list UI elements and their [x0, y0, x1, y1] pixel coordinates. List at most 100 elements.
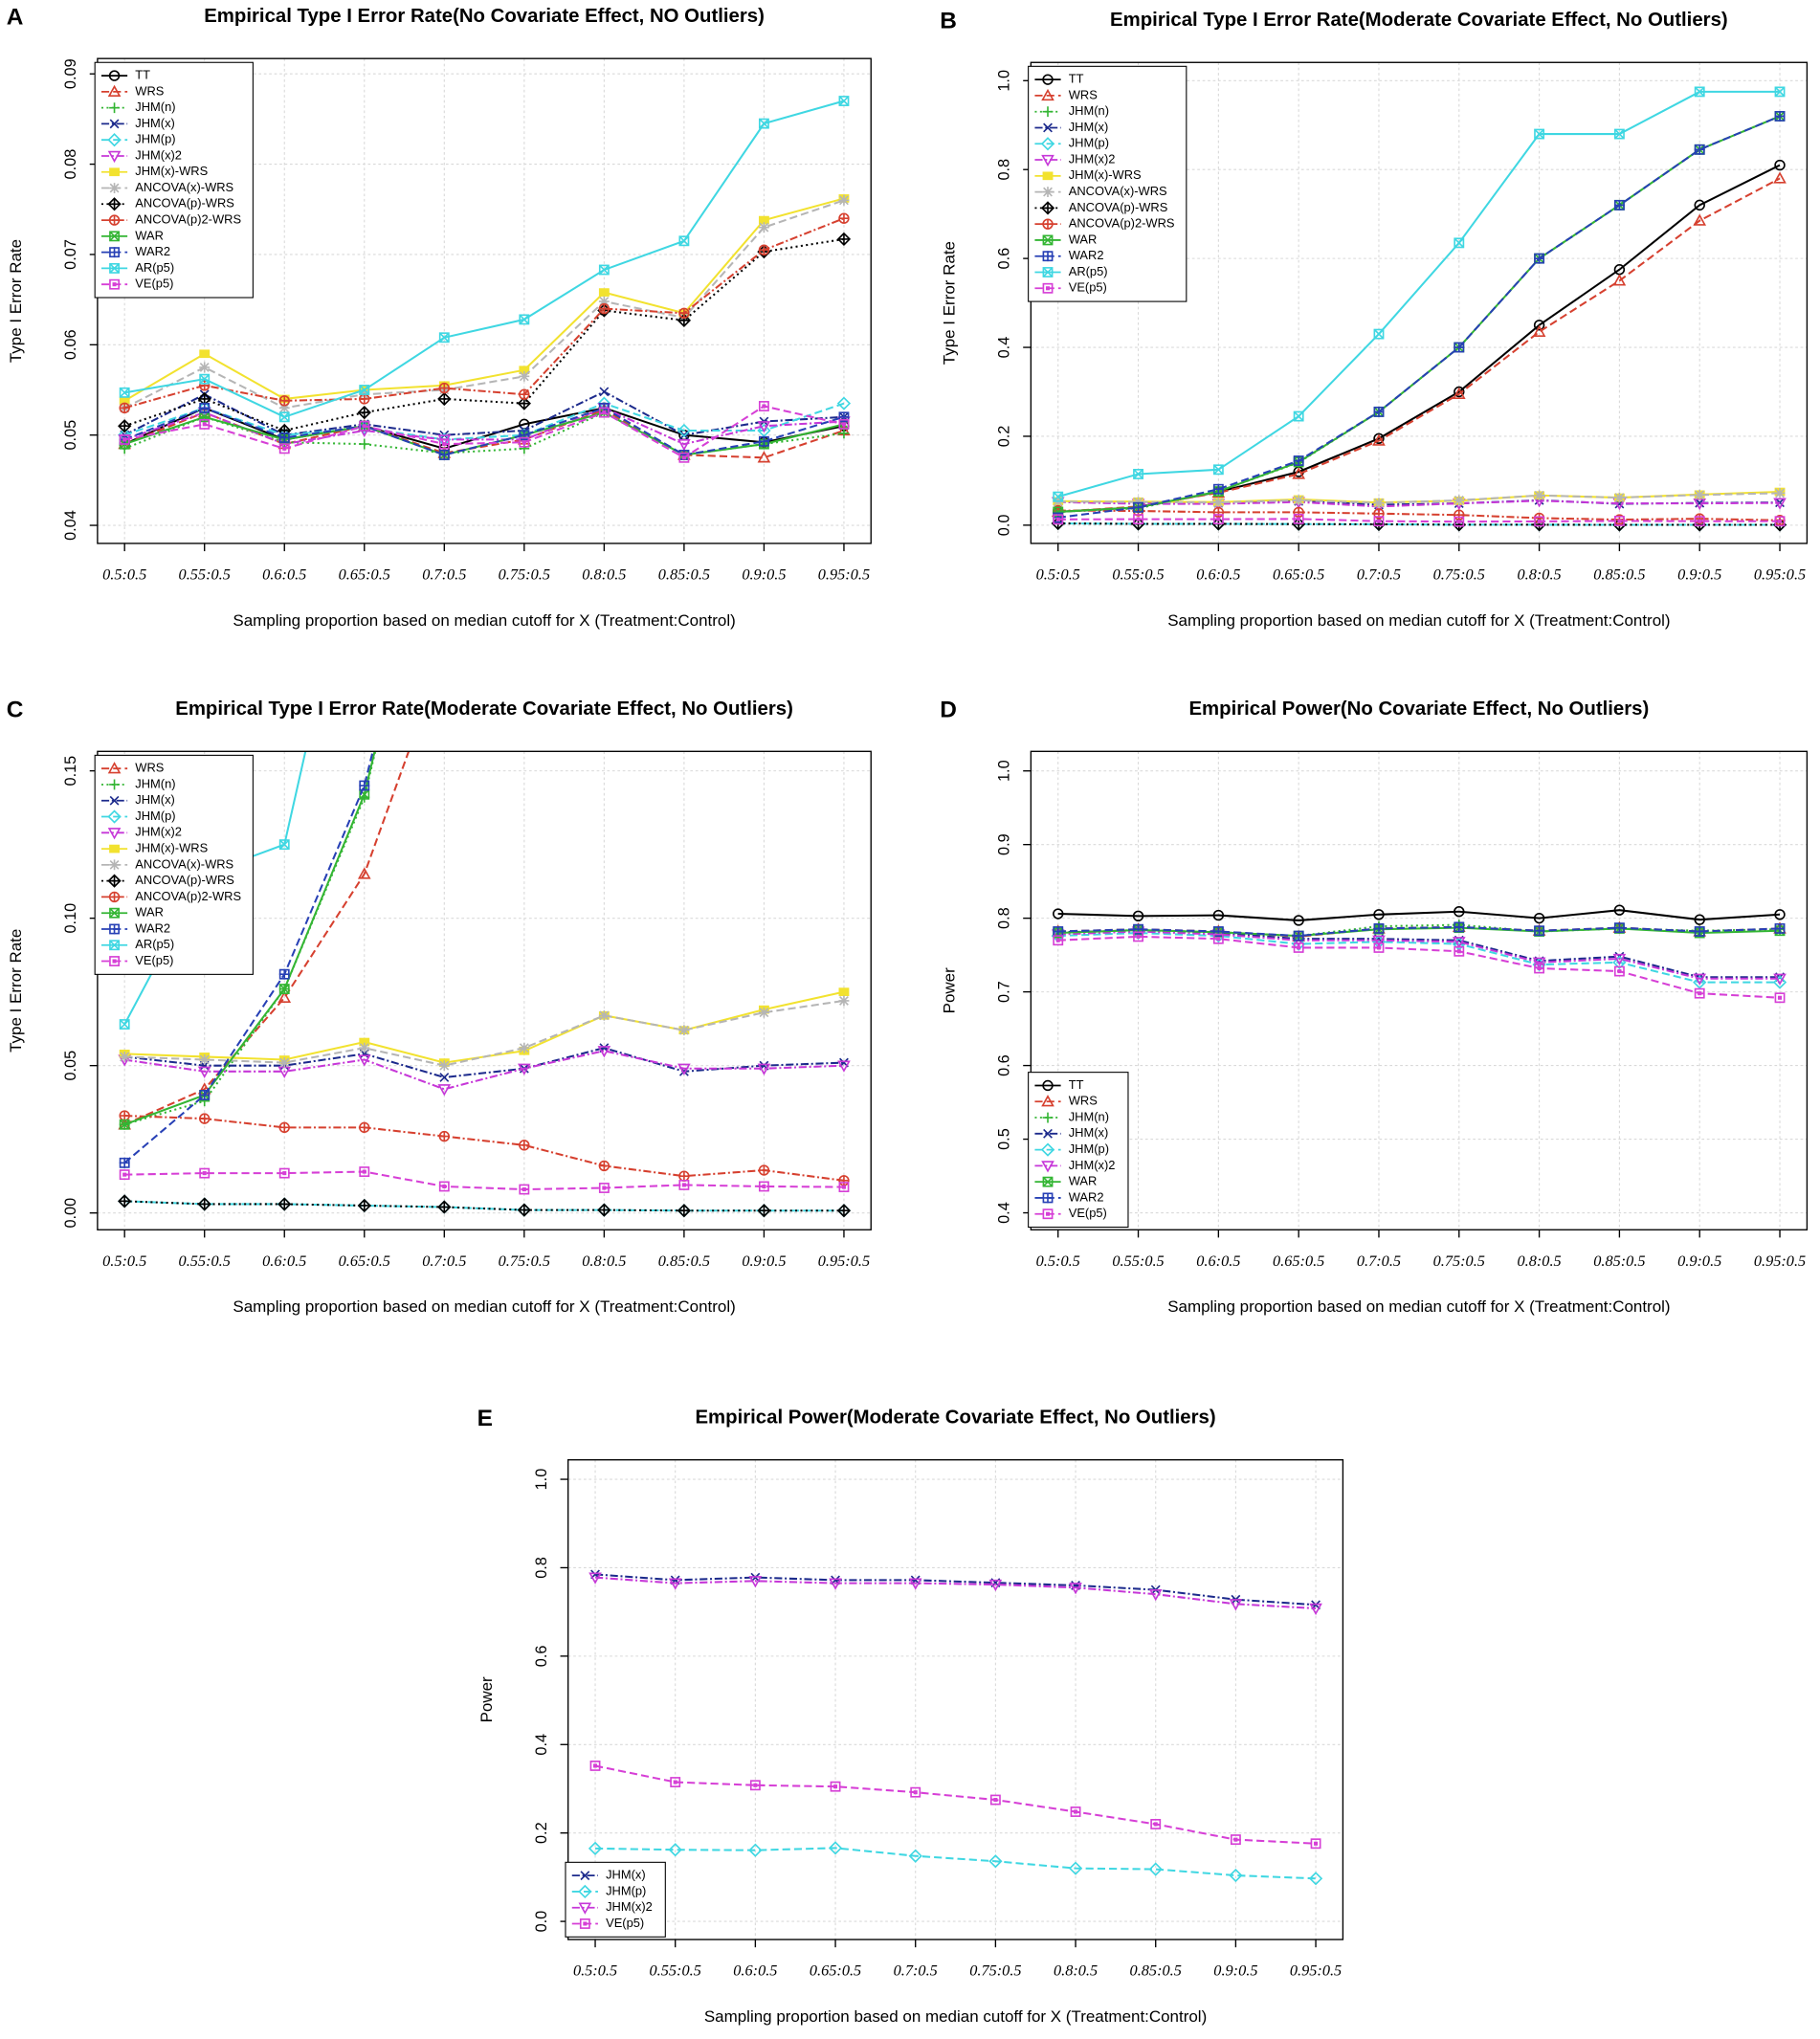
legend-label: WAR [1069, 232, 1098, 246]
point [520, 30, 528, 38]
point [1452, 387, 1466, 399]
marker-part [588, 1572, 602, 1585]
legend-label: JHM(p) [1069, 136, 1109, 150]
marker-part [278, 1167, 290, 1179]
point [1612, 274, 1627, 286]
point [359, 1166, 370, 1177]
legend-label: JHM(x)2 [606, 1899, 653, 1914]
marker-part [1041, 1161, 1054, 1173]
plot-area [1051, 904, 1787, 1004]
point [758, 435, 769, 447]
point [1534, 925, 1545, 937]
x-tick-label: 0.85:0.5 [658, 565, 710, 584]
series-line [594, 1573, 1317, 1607]
legend-label: WRS [1069, 87, 1098, 101]
legend-marker [1042, 267, 1054, 277]
x-axis-label: Sampling proportion based on median cuto… [1167, 611, 1670, 630]
marker-part [1293, 930, 1304, 942]
point [1454, 386, 1465, 398]
x-tick-label: 0.95:0.5 [1290, 1961, 1342, 1980]
marker-part [677, 438, 691, 452]
marker-part [1613, 904, 1626, 916]
point [1293, 915, 1304, 926]
x-tick-label: 0.6:0.5 [262, 1252, 306, 1270]
marker-part [109, 247, 120, 258]
y-axis-label: Type I Error Rate [7, 929, 25, 1053]
marker-part [438, 332, 450, 344]
point [908, 1849, 922, 1863]
marker-part [748, 1843, 763, 1857]
marker-part [993, 1797, 998, 1803]
point [119, 396, 130, 406]
marker-part [681, 455, 686, 460]
marker-part [359, 1037, 370, 1047]
marker-part [1212, 933, 1224, 944]
legend-label: JHM(x)2 [1069, 1158, 1116, 1172]
marker-part [109, 908, 120, 919]
marker-part [838, 1175, 850, 1186]
point [1694, 926, 1705, 937]
point [758, 1181, 769, 1192]
marker-part [1292, 467, 1305, 479]
marker-part [1693, 973, 1707, 986]
x-tick-label: 0.8:0.5 [1518, 565, 1562, 584]
point [199, 1054, 211, 1065]
point [1613, 128, 1625, 140]
marker-part [759, 119, 769, 129]
marker-part [1774, 992, 1786, 1004]
point [519, 436, 530, 448]
point [438, 438, 450, 450]
x-tick-label: 0.5:0.5 [1036, 565, 1080, 584]
marker-part [1043, 122, 1053, 133]
point [1694, 516, 1705, 527]
y-tick-label: 0.2 [995, 426, 1012, 448]
marker-part [438, 1131, 450, 1142]
plot-area [1051, 86, 1787, 532]
marker-part [598, 1160, 610, 1171]
y-tick-label: 0.4 [995, 337, 1012, 359]
chart-title: Empirical Power(Moderate Covariate Effec… [695, 1407, 1215, 1429]
marker-part [278, 395, 290, 407]
marker-part [1042, 1079, 1054, 1092]
marker-part [839, 995, 849, 1006]
marker-part [838, 212, 850, 224]
marker-part [588, 1841, 603, 1855]
marker-part [1775, 488, 1785, 499]
legend-label: JHM(n) [135, 100, 175, 114]
x-tick-label: 0.8:0.5 [1054, 1961, 1098, 1980]
legend-label: VE(p5) [135, 953, 173, 967]
point [1373, 942, 1385, 953]
y-tick-label: 0.00 [62, 1198, 79, 1229]
marker-part [199, 380, 211, 391]
marker-part [1053, 908, 1064, 920]
marker-part [1695, 490, 1705, 500]
legend-marker [1041, 1161, 1054, 1173]
point [519, 314, 530, 325]
marker-part [202, 1171, 207, 1176]
marker-part [362, 424, 366, 429]
point [1613, 199, 1625, 211]
legend-marker [109, 907, 120, 919]
point [1308, 1872, 1323, 1886]
marker-part [1068, 1861, 1083, 1875]
marker-part [119, 1119, 130, 1130]
series-line [1057, 518, 1781, 523]
marker-part [277, 990, 292, 1003]
x-tick-label: 0.65:0.5 [339, 1252, 390, 1270]
y-tick-label: 1.0 [995, 760, 1012, 782]
point [836, 1204, 852, 1218]
marker-part [579, 1918, 590, 1929]
marker-part [758, 1164, 769, 1176]
marker-part [109, 907, 120, 919]
marker-part [1533, 320, 1545, 331]
y-tick-label: 0.2 [533, 1822, 550, 1844]
marker-part [199, 1199, 211, 1209]
point [670, 1777, 681, 1787]
point [519, 1184, 530, 1195]
marker-part [1292, 937, 1306, 951]
marker-part [1772, 975, 1787, 989]
y-tick-label: 0.09 [62, 58, 79, 89]
legend-marker [580, 1871, 590, 1881]
marker-part [107, 84, 122, 98]
